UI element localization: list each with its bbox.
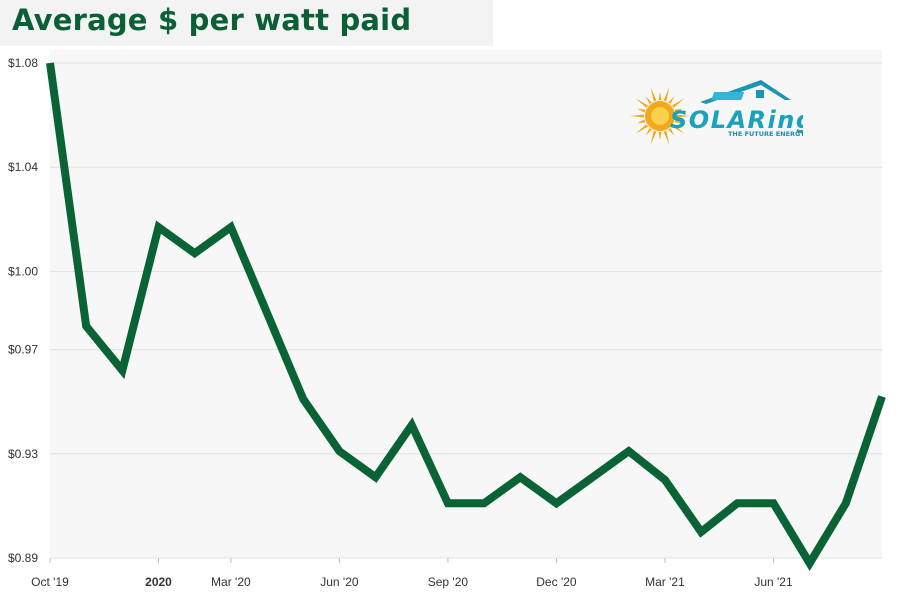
- y-axis-labels: $1.08 $1.04 $1.00 $0.97 $0.93 $0.89: [8, 56, 38, 565]
- sun-ray: [645, 128, 652, 136]
- house-roof-icon: [700, 80, 791, 104]
- data-point[interactable]: [46, 59, 54, 67]
- data-point[interactable]: [118, 366, 126, 374]
- y-tick-label: $1.04: [8, 160, 38, 174]
- sun-ray: [637, 108, 646, 113]
- data-point[interactable]: [625, 447, 633, 455]
- y-tick-label: $1.00: [8, 264, 38, 278]
- data-point[interactable]: [806, 559, 814, 567]
- gridlines: [50, 62, 882, 559]
- data-point[interactable]: [769, 499, 777, 507]
- data-point[interactable]: [155, 223, 163, 231]
- data-point[interactable]: [191, 249, 199, 257]
- data-point[interactable]: [733, 499, 741, 507]
- title-background: [0, 0, 493, 46]
- data-point[interactable]: [372, 473, 380, 481]
- y-tick-label: $0.97: [8, 343, 38, 357]
- x-tick-label: Jun '21: [754, 575, 793, 589]
- data-point[interactable]: [227, 223, 235, 231]
- x-axis-labels: Oct '19 2020 Mar '20 Jun '20 Sep '20 Dec '20 M…: [31, 558, 793, 589]
- sun-ray: [630, 114, 645, 118]
- logo-text: SOLARing: [670, 106, 803, 134]
- data-point[interactable]: [408, 421, 416, 429]
- y-tick-label: $0.93: [8, 447, 38, 461]
- x-tick-label: 2020: [145, 575, 172, 589]
- sun-icon: [630, 87, 690, 145]
- data-point[interactable]: [516, 473, 524, 481]
- x-tick-label: Mar '21: [645, 575, 685, 589]
- x-tick-label: Jun '20: [320, 575, 359, 589]
- sun-ray: [663, 130, 670, 145]
- data-point[interactable]: [878, 392, 886, 400]
- series-line: [46, 62, 886, 571]
- series-group: [46, 59, 886, 571]
- x-tick-label: Sep '20: [428, 575, 469, 589]
- sun-ray: [672, 98, 685, 108]
- sun-ray: [645, 96, 652, 104]
- sun-ray: [658, 131, 662, 140]
- solaring-logo: SOLARing THE FUTURE ENERGY: [630, 80, 803, 145]
- data-point[interactable]: [697, 528, 705, 536]
- sun-ray: [637, 119, 646, 124]
- sun-ray: [650, 130, 657, 145]
- y-tick-label: $1.08: [8, 56, 38, 70]
- x-tick-label: Mar '20: [211, 575, 251, 589]
- sun-ray: [658, 92, 662, 101]
- sun-ray: [668, 128, 675, 136]
- data-point[interactable]: [299, 395, 307, 403]
- data-point[interactable]: [661, 476, 669, 484]
- x-tick-label: Oct '19: [31, 575, 69, 589]
- data-point[interactable]: [842, 499, 850, 507]
- data-point[interactable]: [263, 309, 271, 317]
- sun-ray: [663, 87, 670, 102]
- sun-ray: [635, 98, 648, 108]
- sun-ray: [650, 87, 657, 102]
- data-point[interactable]: [335, 447, 343, 455]
- data-point[interactable]: [82, 322, 90, 330]
- sun-ray: [674, 119, 683, 124]
- sun-ray: [668, 96, 675, 104]
- x-tick-label: Dec '20: [536, 575, 577, 589]
- sun-ray: [674, 108, 683, 113]
- data-point[interactable]: [552, 499, 560, 507]
- sun-ray: [675, 114, 690, 118]
- data-point[interactable]: [480, 499, 488, 507]
- sun-ray: [635, 124, 648, 134]
- sun-ray: [672, 124, 685, 134]
- data-point[interactable]: [444, 499, 452, 507]
- chart-title: Average $ per watt paid: [12, 3, 412, 37]
- logo-tagline: THE FUTURE ENERGY: [728, 130, 803, 138]
- y-tick-label: $0.89: [8, 551, 38, 565]
- plot-background: [50, 50, 882, 558]
- data-point[interactable]: [589, 473, 597, 481]
